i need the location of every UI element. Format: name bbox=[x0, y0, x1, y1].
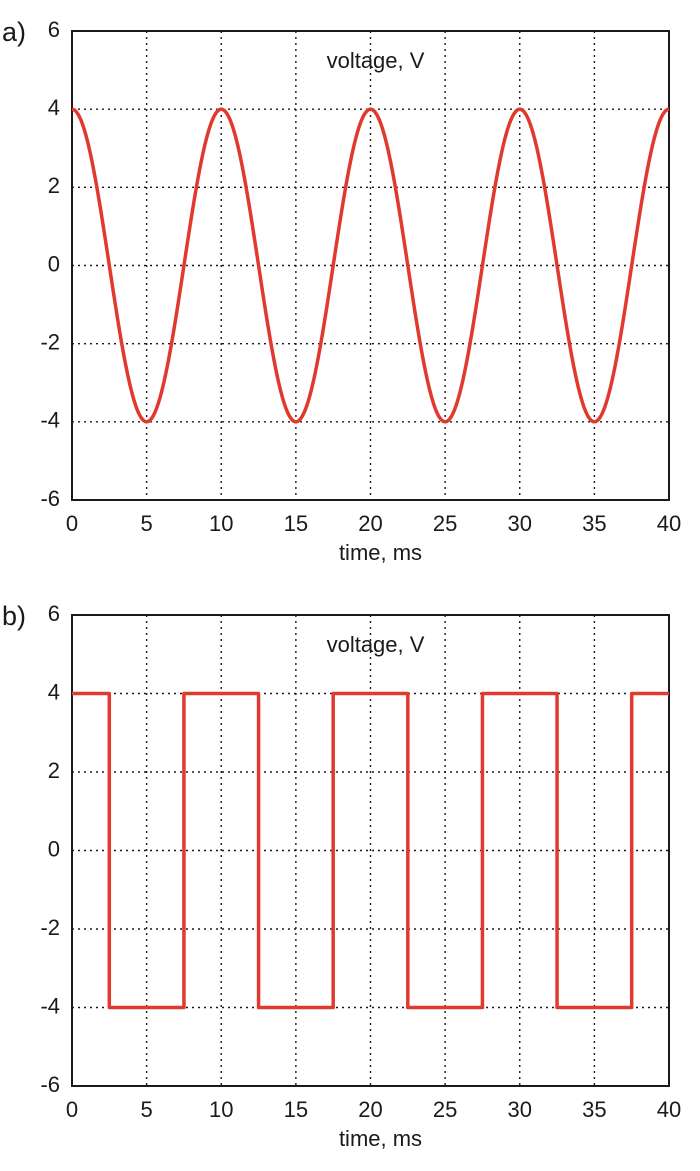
x-tick-label: 40 bbox=[657, 1097, 681, 1122]
x-tick-label: 30 bbox=[508, 511, 532, 536]
x-tick-label: 15 bbox=[284, 1097, 308, 1122]
plot-frame bbox=[71, 30, 670, 501]
x-tick-label: 10 bbox=[209, 511, 233, 536]
y-tick-label: 6 bbox=[48, 17, 60, 42]
y-tick-label: 2 bbox=[48, 758, 60, 783]
y-tick-label: -2 bbox=[40, 915, 60, 940]
x-tick-label: 40 bbox=[657, 511, 681, 536]
inner-label: voltage, V bbox=[327, 48, 425, 73]
x-tick-label: 10 bbox=[209, 1097, 233, 1122]
plot-frame bbox=[71, 614, 670, 1087]
y-tick-label: 0 bbox=[48, 836, 60, 861]
y-tick-label: -4 bbox=[40, 408, 60, 433]
panel-label: a) bbox=[2, 17, 26, 47]
x-axis-label: time, ms bbox=[339, 1126, 422, 1151]
series-line-square bbox=[72, 691, 669, 1010]
x-tick-label: 25 bbox=[433, 511, 457, 536]
y-tick-label: 0 bbox=[48, 251, 60, 276]
panel-label: b) bbox=[2, 601, 26, 631]
x-tick-label: 25 bbox=[433, 1097, 457, 1122]
y-tick-label: 4 bbox=[48, 95, 60, 120]
y-tick-label: 6 bbox=[48, 601, 60, 626]
x-tick-label: 0 bbox=[66, 1097, 78, 1122]
series-line-sine bbox=[71, 107, 670, 424]
x-tick-label: 35 bbox=[582, 511, 606, 536]
x-tick-label: 30 bbox=[508, 1097, 532, 1122]
y-tick-label: -6 bbox=[40, 1072, 60, 1097]
x-tick-label: 5 bbox=[141, 1097, 153, 1122]
x-tick-label: 35 bbox=[582, 1097, 606, 1122]
y-tick-label: 4 bbox=[48, 679, 60, 704]
x-axis-label: time, ms bbox=[339, 540, 422, 565]
x-tick-label: 0 bbox=[66, 511, 78, 536]
x-tick-label: 20 bbox=[358, 511, 382, 536]
x-tick-label: 5 bbox=[141, 511, 153, 536]
y-tick-label: -6 bbox=[40, 486, 60, 511]
x-tick-label: 15 bbox=[284, 511, 308, 536]
x-tick-label: 20 bbox=[358, 1097, 382, 1122]
y-tick-label: 2 bbox=[48, 173, 60, 198]
y-tick-label: -4 bbox=[40, 993, 60, 1018]
y-tick-label: -2 bbox=[40, 329, 60, 354]
inner-label: voltage, V bbox=[327, 632, 425, 657]
